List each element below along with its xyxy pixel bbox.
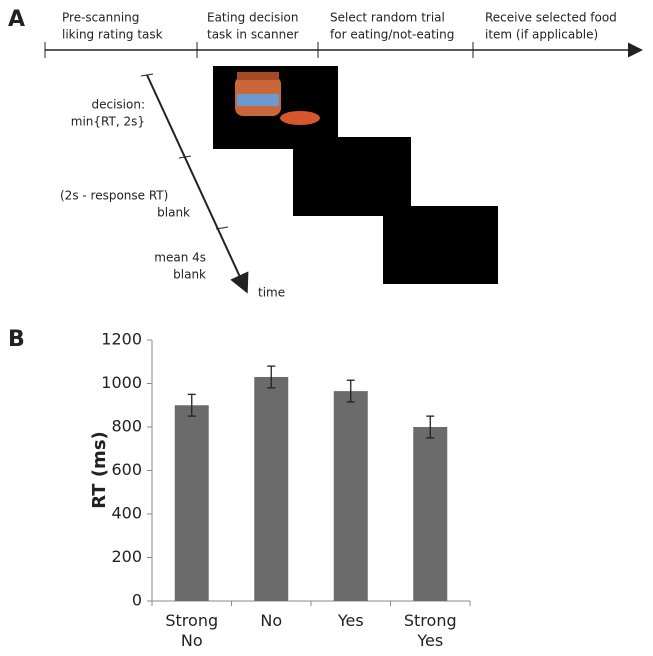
time-label: time bbox=[258, 286, 285, 300]
y-tick-label: 800 bbox=[111, 417, 142, 436]
bar bbox=[413, 427, 448, 601]
phase-label: mean 4s bbox=[154, 251, 206, 265]
error-bar bbox=[187, 393, 196, 417]
x-tick-label: Strong Yes bbox=[403, 611, 457, 650]
error-bar bbox=[346, 379, 355, 403]
panel-label: B bbox=[8, 327, 25, 352]
x-tick-label: No bbox=[260, 611, 283, 630]
food-spoon bbox=[280, 111, 320, 125]
phase-label: blank bbox=[173, 268, 206, 282]
step-label: task in scanner bbox=[207, 28, 299, 42]
y-tick-label: 0 bbox=[132, 591, 142, 610]
step-label: Receive selected food bbox=[485, 11, 617, 25]
step-label: item (if applicable) bbox=[485, 28, 598, 42]
phase-label: min{RT, 2s} bbox=[71, 115, 145, 129]
time-tick bbox=[178, 155, 192, 159]
phase-label: decision: bbox=[91, 98, 145, 112]
step-label: Select random trial bbox=[330, 11, 445, 25]
jar-label bbox=[237, 94, 279, 106]
time-tick bbox=[140, 73, 154, 77]
error-bar bbox=[267, 365, 276, 389]
jar-lid bbox=[237, 72, 279, 80]
bar bbox=[333, 391, 368, 601]
bar bbox=[174, 405, 209, 601]
x-tick-label: Yes bbox=[337, 611, 364, 630]
y-tick-label: 200 bbox=[111, 547, 142, 566]
time-arrow bbox=[146, 74, 249, 294]
step-label: Pre-scanning bbox=[62, 11, 139, 25]
y-tick-label: 400 bbox=[111, 504, 142, 523]
blank-screen bbox=[383, 206, 498, 284]
bar bbox=[254, 376, 289, 601]
blank-screen bbox=[293, 137, 411, 216]
phase-label: blank bbox=[157, 206, 190, 220]
step-label: for eating/not-eating bbox=[330, 28, 454, 42]
error-bar bbox=[426, 415, 435, 439]
x-tick-label: Strong No bbox=[165, 611, 219, 650]
y-tick-label: 1200 bbox=[101, 330, 142, 349]
step-label: Eating decision bbox=[207, 11, 298, 25]
time-tick bbox=[215, 226, 229, 230]
step-label: liking rating task bbox=[62, 28, 163, 42]
y-tick-label: 1000 bbox=[101, 373, 142, 392]
y-tick-label: 600 bbox=[111, 460, 142, 479]
phase-label: (2s - response RT) bbox=[60, 189, 168, 203]
panel-label: A bbox=[8, 7, 25, 32]
y-axis-label: RT (ms) bbox=[89, 431, 110, 509]
